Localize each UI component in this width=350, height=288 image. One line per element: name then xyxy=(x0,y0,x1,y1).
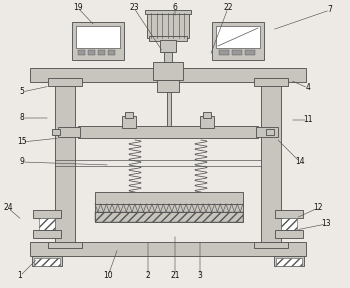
Bar xyxy=(232,50,242,55)
Text: 22: 22 xyxy=(223,3,233,12)
Bar xyxy=(52,129,60,135)
Bar xyxy=(212,22,264,60)
Bar xyxy=(149,36,187,41)
Text: 13: 13 xyxy=(321,219,331,228)
Bar xyxy=(78,126,258,138)
Bar xyxy=(98,50,105,55)
Bar xyxy=(276,258,302,266)
Bar xyxy=(125,112,133,118)
Bar xyxy=(88,50,95,55)
Bar xyxy=(108,50,115,55)
Bar xyxy=(122,116,136,128)
Bar xyxy=(254,242,288,248)
Bar xyxy=(30,68,306,82)
Text: 23: 23 xyxy=(129,3,139,12)
Text: 12: 12 xyxy=(313,204,323,213)
Text: 5: 5 xyxy=(20,88,25,96)
Text: 2: 2 xyxy=(146,272,150,281)
Text: 15: 15 xyxy=(17,137,27,147)
Bar xyxy=(48,242,82,248)
Text: 9: 9 xyxy=(20,158,25,166)
Bar xyxy=(261,82,281,242)
Bar xyxy=(254,78,288,86)
Text: 4: 4 xyxy=(306,84,310,92)
Bar xyxy=(275,230,303,238)
Bar xyxy=(200,116,214,128)
Bar xyxy=(72,22,124,60)
Text: 19: 19 xyxy=(73,3,83,12)
Bar xyxy=(39,218,55,230)
Bar xyxy=(157,80,179,92)
Text: 14: 14 xyxy=(295,158,305,166)
Bar xyxy=(216,26,260,48)
Text: 1: 1 xyxy=(18,272,22,281)
Bar xyxy=(33,230,61,238)
Text: 24: 24 xyxy=(3,204,13,213)
Bar xyxy=(55,82,75,242)
Bar xyxy=(203,112,211,118)
Bar xyxy=(281,218,297,230)
Text: 21: 21 xyxy=(170,272,180,281)
Bar xyxy=(219,50,229,55)
Bar xyxy=(95,204,243,212)
Bar xyxy=(145,10,191,14)
Text: 7: 7 xyxy=(328,5,332,14)
Bar xyxy=(256,127,278,137)
Bar xyxy=(167,92,171,126)
Text: 3: 3 xyxy=(197,272,202,281)
Bar xyxy=(95,212,243,222)
Bar xyxy=(266,129,274,135)
Bar xyxy=(32,256,62,266)
Bar xyxy=(164,52,172,62)
Bar xyxy=(95,212,243,222)
Bar xyxy=(76,26,120,48)
Bar xyxy=(48,78,82,86)
Text: 8: 8 xyxy=(20,113,25,122)
Text: 11: 11 xyxy=(303,115,313,124)
Text: 10: 10 xyxy=(103,272,113,281)
Bar xyxy=(153,62,183,80)
Bar xyxy=(245,50,255,55)
Bar xyxy=(58,127,80,137)
Bar xyxy=(33,210,61,218)
Bar xyxy=(30,242,306,256)
Bar xyxy=(95,192,243,204)
Bar xyxy=(78,50,85,55)
Bar xyxy=(160,40,176,52)
Bar xyxy=(34,258,60,266)
Bar xyxy=(274,256,304,266)
Bar xyxy=(147,12,189,38)
Text: 6: 6 xyxy=(173,3,177,12)
Bar xyxy=(275,210,303,218)
